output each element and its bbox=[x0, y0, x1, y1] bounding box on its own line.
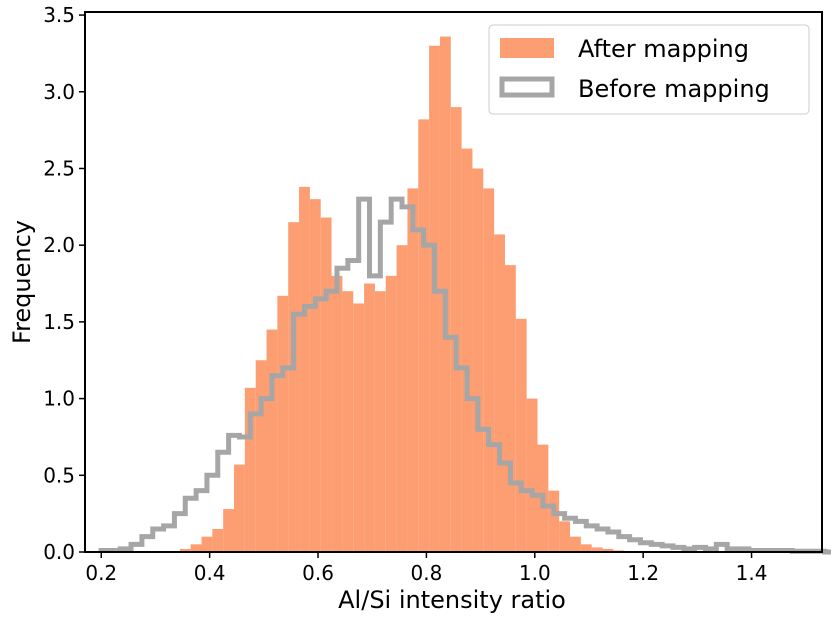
x-tick-label: 1.4 bbox=[736, 561, 768, 585]
after-mapping-bar bbox=[396, 245, 408, 552]
after-mapping-bar bbox=[472, 168, 484, 552]
after-mapping-bar bbox=[190, 544, 202, 552]
after-mapping-bar bbox=[212, 528, 224, 552]
after-mapping-bar bbox=[483, 188, 495, 552]
after-mapping-bar bbox=[299, 186, 310, 553]
after-mapping-bar bbox=[288, 222, 300, 552]
after-mapping-bar bbox=[504, 265, 516, 552]
y-tick-label: 1.5 bbox=[43, 310, 75, 334]
after-mapping-bar bbox=[407, 188, 419, 552]
after-mapping-bar bbox=[255, 360, 267, 552]
legend-swatch-before-mapping bbox=[499, 76, 555, 98]
y-tick-label: 0.0 bbox=[43, 540, 75, 564]
before-mapping-step-line bbox=[98, 196, 831, 555]
after-mapping-bar bbox=[548, 490, 560, 552]
after-mapping-bar bbox=[461, 148, 473, 552]
after-mapping-bar bbox=[277, 295, 289, 552]
y-axis-label: Frequency bbox=[8, 220, 36, 344]
legend: After mapping Before mapping bbox=[488, 24, 810, 115]
after-mapping-bar bbox=[385, 275, 397, 552]
x-tick-label: 1.2 bbox=[627, 561, 659, 585]
after-mapping-bar bbox=[309, 199, 321, 552]
after-mapping-bar bbox=[570, 536, 581, 552]
after-mapping-bar bbox=[559, 521, 571, 552]
after-mapping-bar bbox=[234, 464, 245, 552]
x-axis-label: Al/Si intensity ratio bbox=[338, 586, 566, 614]
after-mapping-bar bbox=[526, 398, 538, 552]
legend-box bbox=[488, 24, 810, 115]
x-tick-label: 0.4 bbox=[194, 561, 226, 585]
after-mapping-bar bbox=[515, 318, 527, 552]
after-mapping-bar bbox=[223, 509, 235, 552]
after-mapping-bar bbox=[342, 291, 354, 552]
after-mapping-bar bbox=[244, 387, 256, 552]
x-tick-label: 1.0 bbox=[519, 561, 551, 585]
y-tick-label: 1.0 bbox=[43, 387, 75, 411]
after-mapping-bar bbox=[331, 275, 343, 552]
after-mapping-bar bbox=[429, 45, 440, 552]
y-tick-label: 2.0 bbox=[43, 233, 75, 257]
after-mapping-bar bbox=[591, 547, 603, 552]
after-mapping-bar bbox=[364, 283, 375, 552]
legend-swatch-after-mapping bbox=[500, 38, 554, 58]
y-tick-label: 3.5 bbox=[43, 3, 75, 27]
after-mapping-bar bbox=[494, 234, 505, 552]
x-axis-ticks: 0.2 0.4 0.6 0.8 1.0 1.2 1.4 bbox=[85, 552, 767, 585]
plot-frame bbox=[84, 11, 823, 553]
after-mapping-bar bbox=[450, 107, 462, 552]
after-mapping-bar bbox=[353, 303, 365, 552]
after-mapping-bar bbox=[201, 536, 213, 552]
y-axis-ticks: 0.0 0.5 1.0 1.5 2.0 2.5 3.0 3.5 bbox=[43, 3, 85, 564]
x-tick-label: 0.2 bbox=[85, 561, 117, 585]
y-tick-label: 3.0 bbox=[43, 80, 75, 104]
after-mapping-bar bbox=[374, 291, 386, 552]
x-tick-label: 0.8 bbox=[410, 561, 442, 585]
after-mapping-bar bbox=[179, 548, 191, 552]
legend-label-before-mapping: Before mapping bbox=[578, 75, 770, 103]
y-tick-label: 0.5 bbox=[43, 463, 75, 487]
legend-label-after-mapping: After mapping bbox=[578, 35, 749, 63]
after-mapping-bar bbox=[320, 217, 332, 552]
after-mapping-bar bbox=[266, 329, 278, 552]
after-mapping-bar bbox=[602, 548, 614, 552]
x-tick-label: 0.6 bbox=[302, 561, 334, 585]
after-mapping-bar bbox=[580, 544, 592, 552]
after-mapping-bar bbox=[418, 119, 430, 553]
y-tick-label: 2.5 bbox=[43, 156, 75, 180]
before-mapping-step bbox=[98, 196, 831, 555]
